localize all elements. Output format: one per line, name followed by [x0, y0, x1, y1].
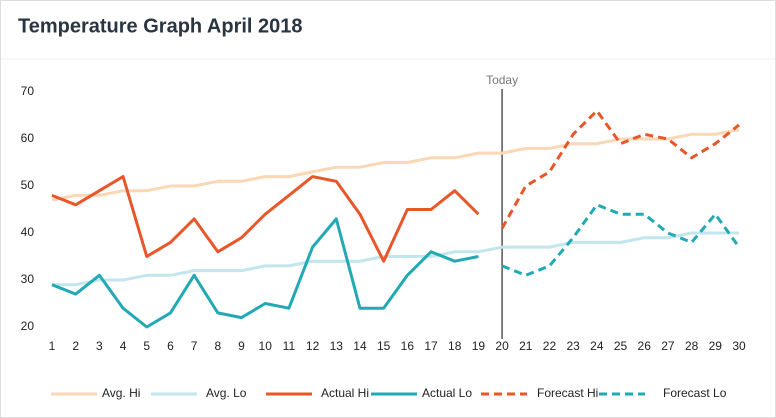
legend-label: Avg. Lo: [206, 386, 247, 400]
series-line: [500, 109, 740, 230]
x-tick-label: 19: [472, 339, 486, 353]
x-tick-label: 11: [283, 339, 296, 353]
x-tick-label: 28: [685, 339, 699, 353]
series-line: [51, 175, 480, 263]
x-tick-label: 6: [167, 339, 174, 353]
x-tick-label: 14: [353, 339, 367, 353]
x-tick-label: 10: [259, 339, 273, 353]
legend-label: Actual Lo: [422, 386, 472, 400]
x-tick-label: 9: [238, 339, 245, 353]
legend-label: Actual Hi: [321, 386, 369, 400]
x-tick-label: 2: [72, 339, 79, 353]
series-line: [51, 128, 740, 202]
x-tick-label: 1: [49, 339, 56, 353]
x-tick-label: 18: [448, 339, 462, 353]
x-tick-label: 12: [306, 339, 320, 353]
y-tick-label: 30: [21, 272, 35, 286]
y-tick-label: 40: [21, 225, 35, 239]
x-tick-label: 15: [377, 339, 391, 353]
y-tick-label: 20: [21, 319, 35, 333]
y-tick-label: 70: [21, 84, 35, 98]
chart-title: Temperature Graph April 2018: [18, 15, 303, 37]
y-tick-label: 60: [21, 131, 35, 145]
series-line: [51, 217, 479, 329]
x-tick-label: 24: [590, 339, 604, 353]
x-tick-label: 29: [709, 339, 723, 353]
x-tick-label: 17: [424, 339, 438, 353]
series-line: [501, 203, 741, 277]
legend-label: Avg. Hi: [102, 386, 140, 400]
x-tick-label: 3: [96, 339, 103, 353]
x-tick-label: 5: [143, 339, 150, 353]
x-tick-label: 7: [191, 339, 198, 353]
x-tick-label: 8: [214, 339, 221, 353]
x-tick-label: 27: [661, 339, 675, 353]
today-label: Today: [486, 73, 518, 87]
x-tick-label: 22: [543, 339, 557, 353]
x-tick-label: 20: [495, 339, 509, 353]
x-tick-label: 21: [519, 339, 533, 353]
x-tick-label: 16: [401, 339, 415, 353]
x-tick-label: 30: [732, 339, 746, 353]
x-tick-label: 4: [120, 339, 127, 353]
legend-label: Forecast Lo: [663, 386, 727, 400]
x-tick-label: 25: [614, 339, 628, 353]
series-line: [52, 231, 739, 287]
legend-label: Forecast Hi: [537, 386, 598, 400]
y-tick-label: 50: [21, 178, 35, 192]
x-tick-label: 23: [566, 339, 580, 353]
x-tick-label: 13: [330, 339, 344, 353]
x-tick-label: 26: [638, 339, 652, 353]
